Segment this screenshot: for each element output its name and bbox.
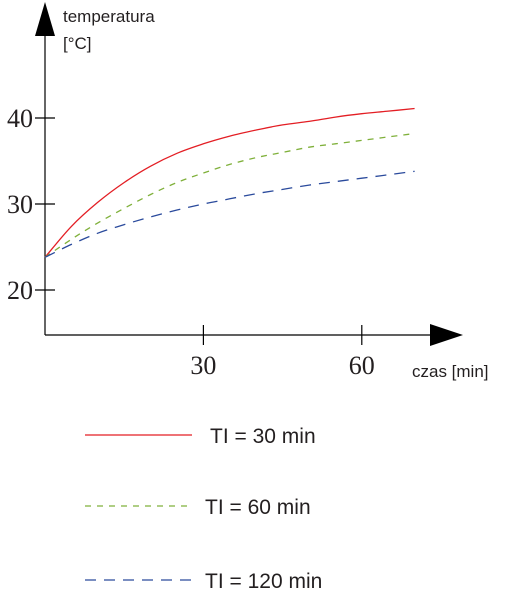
series-line-3: [44, 170, 415, 258]
legend-label-2: TI = 60 min: [205, 496, 311, 519]
y-tick-label: 20: [7, 276, 33, 305]
x-tick-label: 30: [190, 351, 216, 380]
series-group: [44, 107, 415, 258]
y-ticks: 20 30 40: [7, 104, 55, 305]
x-axis-arrow: [430, 324, 463, 346]
y-axis-label-line2: [°C]: [63, 34, 92, 53]
series-line-1: [44, 107, 415, 258]
y-axis-label-line1: temperatura: [63, 7, 155, 26]
y-axis-arrow: [35, 2, 55, 36]
x-ticks: 30 60: [190, 325, 375, 380]
legend: TI = 30 min TI = 60 min TI = 120 min: [85, 425, 322, 593]
x-tick-label: 60: [349, 351, 375, 380]
series-line-2: [44, 132, 415, 258]
legend-label-3: TI = 120 min: [205, 570, 322, 593]
x-axis-label: czas [min]: [412, 362, 489, 381]
y-tick-label: 30: [7, 190, 33, 219]
legend-label-1: TI = 30 min: [210, 425, 316, 448]
y-tick-label: 40: [7, 104, 33, 133]
